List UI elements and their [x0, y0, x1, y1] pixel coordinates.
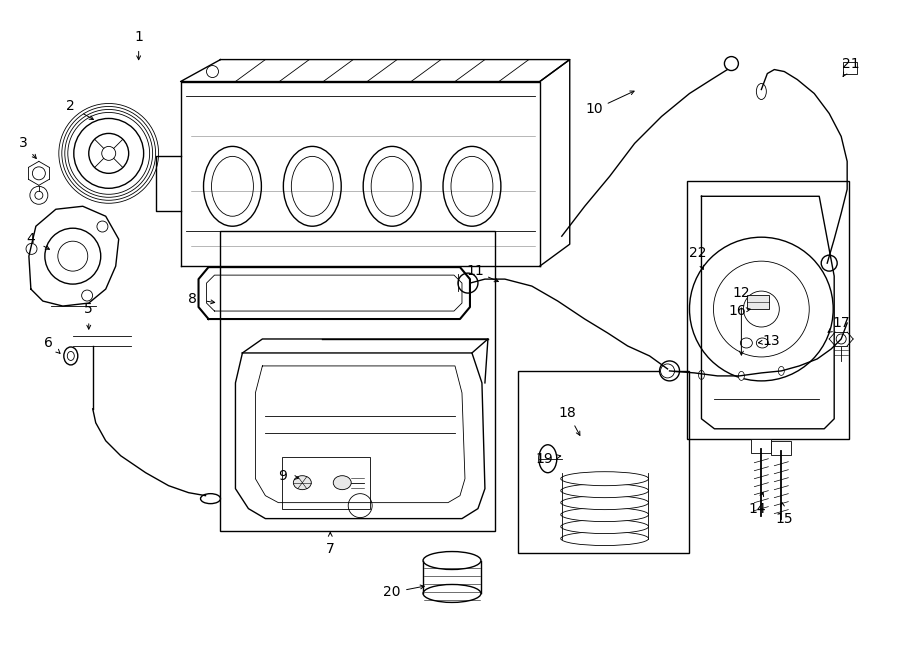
Circle shape	[821, 255, 837, 271]
Ellipse shape	[333, 476, 351, 490]
Bar	[771, 441, 791, 455]
Ellipse shape	[561, 508, 649, 522]
Circle shape	[661, 364, 674, 378]
Ellipse shape	[423, 551, 481, 570]
Text: 15: 15	[776, 512, 793, 525]
Text: 8: 8	[188, 292, 197, 306]
Ellipse shape	[561, 520, 649, 533]
Ellipse shape	[293, 476, 311, 490]
Text: 7: 7	[326, 541, 335, 555]
Text: 12: 12	[733, 286, 751, 300]
Bar	[518, 371, 689, 553]
Circle shape	[660, 361, 680, 381]
Circle shape	[836, 334, 846, 344]
Text: 5: 5	[85, 302, 93, 316]
Text: 9: 9	[278, 469, 287, 483]
Circle shape	[458, 273, 478, 293]
Bar	[843, 61, 857, 73]
Text: 10: 10	[586, 102, 604, 116]
Text: 17: 17	[832, 316, 850, 330]
Text: 1: 1	[134, 30, 143, 44]
Text: 14: 14	[749, 502, 766, 516]
Text: 13: 13	[762, 334, 780, 348]
Circle shape	[35, 191, 43, 199]
Ellipse shape	[68, 352, 75, 360]
Text: 20: 20	[383, 586, 400, 600]
Ellipse shape	[561, 496, 649, 510]
Text: 2: 2	[67, 99, 76, 114]
Bar	[220, 231, 495, 531]
Ellipse shape	[778, 366, 784, 375]
Ellipse shape	[561, 472, 649, 486]
Circle shape	[102, 146, 116, 161]
Ellipse shape	[698, 370, 705, 379]
Bar	[688, 181, 850, 439]
Circle shape	[32, 167, 45, 180]
Ellipse shape	[561, 484, 649, 498]
Bar	[283, 457, 370, 508]
Text: 3: 3	[19, 136, 27, 151]
Bar	[747, 295, 770, 309]
Ellipse shape	[561, 531, 649, 545]
Bar	[752, 439, 771, 453]
Text: 4: 4	[26, 232, 35, 246]
Text: 18: 18	[559, 406, 577, 420]
Text: 19: 19	[536, 451, 554, 466]
Text: 21: 21	[842, 57, 860, 71]
Text: 16: 16	[728, 304, 746, 318]
Text: 6: 6	[44, 336, 53, 350]
Ellipse shape	[738, 371, 744, 380]
Text: 22: 22	[688, 246, 706, 260]
Ellipse shape	[423, 584, 481, 602]
Text: 11: 11	[466, 264, 484, 278]
